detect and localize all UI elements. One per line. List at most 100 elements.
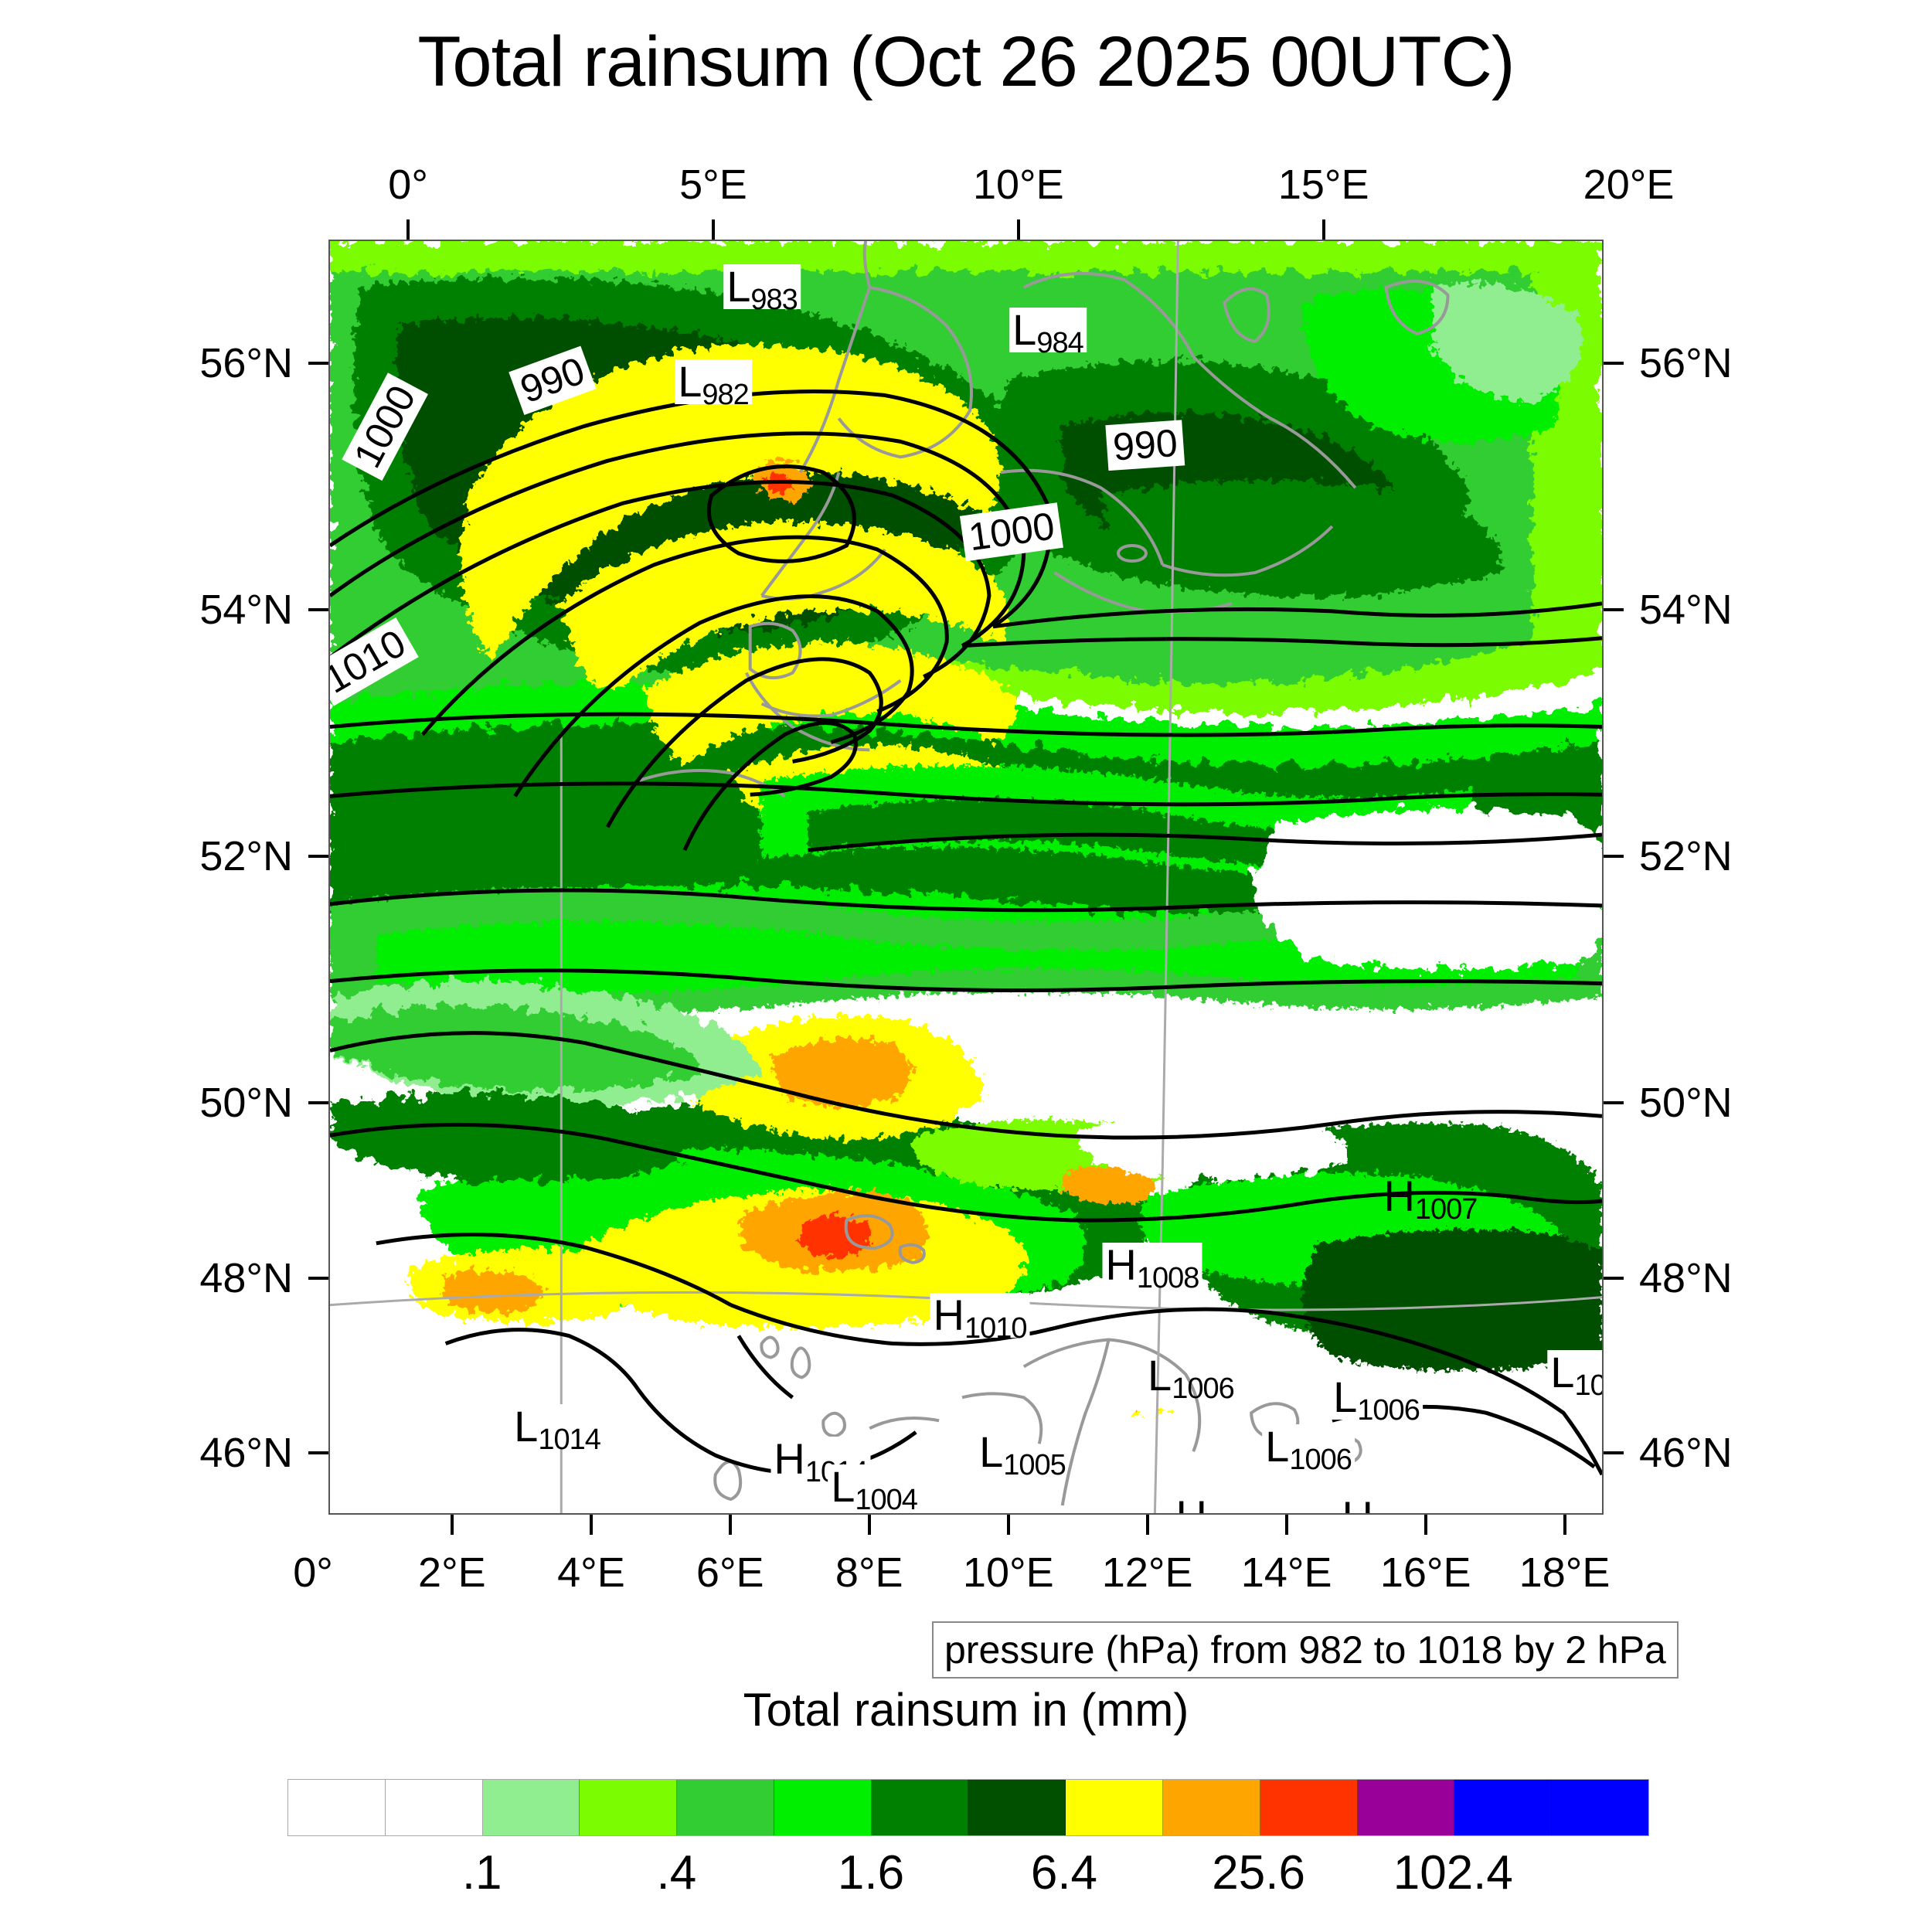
pressure-marker-type: L xyxy=(1550,1348,1575,1397)
pressure-marker-l-1006-11: L1006 xyxy=(1262,1424,1355,1475)
tick-label-left-3: 50°N xyxy=(199,1079,293,1126)
pressure-marker-l-1006-7: L1006 xyxy=(1330,1372,1423,1425)
tick-mark-left-4 xyxy=(308,1276,328,1280)
colorbar-tick-1: .4 xyxy=(656,1846,697,1900)
tick-label-right-2: 52°N xyxy=(1639,832,1733,879)
colorbar-segment-1[interactable] xyxy=(385,1780,483,1835)
tick-mark-right-0 xyxy=(1604,362,1624,366)
tick-mark-left-5 xyxy=(308,1451,328,1454)
tick-label-right-4: 48°N xyxy=(1639,1254,1733,1301)
tick-label-bottom-2: 4°E xyxy=(557,1549,625,1596)
colorbar-tick-0: .1 xyxy=(461,1846,502,1900)
pressure-marker-h-1007-14: H1007 xyxy=(1173,1494,1273,1515)
pressure-marker-h-1008-15: H1008 xyxy=(1338,1495,1438,1513)
tick-mark-left-1 xyxy=(308,607,328,611)
tick-label-top-2: 10°E xyxy=(972,162,1064,208)
pressure-marker-value: 1005 xyxy=(1003,1449,1066,1481)
colorbar-segment-12[interactable] xyxy=(1454,1780,1553,1835)
colorbar-segment-2[interactable] xyxy=(482,1780,580,1835)
pressure-marker-type: L xyxy=(831,1462,855,1512)
colorbar-tick-2: 1.6 xyxy=(837,1846,905,1900)
tick-mark-top-1 xyxy=(711,219,715,240)
tick-mark-left-2 xyxy=(308,854,328,858)
pressure-marker-type: H xyxy=(933,1290,964,1339)
map-plot-area[interactable]: L983 L984 L982 H1007 H1008 H1010 L1006 L1006 L10… xyxy=(328,240,1604,1515)
colorbar-segment-11[interactable] xyxy=(1357,1780,1455,1835)
tick-mark-top-0 xyxy=(406,219,410,240)
colorbar-segment-3[interactable] xyxy=(580,1780,678,1835)
pressure-marker-value: 1010 xyxy=(964,1311,1028,1345)
tick-label-left-0: 56°N xyxy=(199,340,293,387)
tick-label-right-3: 50°N xyxy=(1639,1079,1733,1126)
tick-mark-bottom-6 xyxy=(1145,1515,1149,1535)
tick-mark-right-5 xyxy=(1604,1451,1624,1454)
tick-mark-top-3 xyxy=(1321,219,1325,240)
colorbar-segment-0[interactable] xyxy=(288,1780,386,1835)
pressure-marker-l-1006-6: L1006 xyxy=(1145,1351,1237,1404)
tick-mark-bottom-9 xyxy=(1563,1515,1566,1535)
pressure-marker-h-1007-3: H1007 xyxy=(1380,1172,1480,1225)
tick-label-top-3: 15°E xyxy=(1277,162,1369,208)
tick-mark-bottom-2 xyxy=(589,1515,593,1535)
pressure-marker-value: 1014 xyxy=(538,1423,601,1456)
pressure-marker-value: 1007 xyxy=(1207,1513,1270,1515)
tick-mark-bottom-5 xyxy=(1006,1515,1010,1535)
pressure-marker-type: L xyxy=(726,262,751,311)
colorbar-segment-6[interactable] xyxy=(871,1780,969,1835)
pressure-marker-type: L xyxy=(1333,1372,1358,1422)
tick-label-top-1: 5°E xyxy=(679,162,747,208)
colorbar[interactable] xyxy=(287,1779,1649,1836)
pressure-marker-type: L xyxy=(1148,1351,1172,1400)
page-title: Total rainsum (Oct 26 2025 00UTC) xyxy=(417,22,1515,101)
tick-label-bottom-6: 12°E xyxy=(1101,1549,1193,1596)
pressure-marker-type: L xyxy=(979,1427,1004,1476)
tick-mark-left-3 xyxy=(308,1100,328,1104)
tick-mark-right-1 xyxy=(1604,607,1624,611)
contour-label-990-2: 990 xyxy=(1105,420,1185,471)
colorbar-tick-3: 6.4 xyxy=(1030,1846,1098,1900)
colorbar-segment-10[interactable] xyxy=(1260,1780,1358,1835)
pressure-marker-type: H xyxy=(1105,1240,1137,1289)
pressure-marker-value: 984 xyxy=(1036,327,1083,359)
tick-mark-right-3 xyxy=(1604,1100,1624,1104)
pressure-marker-value: 982 xyxy=(702,378,749,411)
tick-label-bottom-1: 2°E xyxy=(418,1549,486,1596)
tick-label-bottom-0: 0° xyxy=(293,1549,333,1596)
pressure-marker-h-1008-4: H1008 xyxy=(1102,1240,1202,1293)
tick-label-left-1: 54°N xyxy=(199,586,293,633)
tick-label-right-5: 46°N xyxy=(1639,1429,1733,1476)
tick-label-left-2: 52°N xyxy=(199,832,293,879)
pressure-marker-type: H xyxy=(774,1434,805,1484)
tick-label-top-0: 0° xyxy=(388,162,428,208)
tick-label-bottom-7: 14°E xyxy=(1240,1549,1332,1596)
tick-mark-left-0 xyxy=(308,362,328,366)
pressure-marker-value: 1004 xyxy=(855,1484,918,1515)
colorbar-segment-4[interactable] xyxy=(677,1780,774,1835)
colorbar-segment-5[interactable] xyxy=(774,1780,872,1835)
colorbar-segment-8[interactable] xyxy=(1066,1780,1164,1835)
pressure-marker-value: 1007 xyxy=(1414,1193,1478,1226)
tick-mark-bottom-4 xyxy=(867,1515,871,1535)
colorbar-segment-9[interactable] xyxy=(1163,1780,1260,1835)
pressure-marker-type: L xyxy=(514,1402,539,1451)
colorbar-segment-13[interactable] xyxy=(1552,1780,1648,1835)
pressure-marker-value: 10 xyxy=(1574,1369,1604,1403)
pressure-marker-type: H xyxy=(1383,1172,1415,1220)
pressure-marker-type: L xyxy=(1012,305,1037,354)
tick-label-bottom-8: 16°E xyxy=(1379,1549,1471,1596)
pressure-marker-l-10-8: L10 xyxy=(1547,1348,1602,1400)
tick-label-left-5: 46°N xyxy=(199,1429,293,1476)
tick-label-bottom-9: 18°E xyxy=(1519,1549,1611,1596)
colorbar-segment-7[interactable] xyxy=(968,1780,1066,1835)
pressure-marker-l-1005-10: L1005 xyxy=(976,1427,1069,1481)
tick-mark-bottom-7 xyxy=(1284,1515,1288,1535)
pressure-marker-value: 1006 xyxy=(1357,1394,1420,1427)
pressure-marker-h-1010-5: H1010 xyxy=(930,1290,1030,1343)
colorbar-tick-4: 25.6 xyxy=(1212,1846,1305,1900)
pressure-marker-value: 983 xyxy=(750,284,798,317)
tick-mark-right-4 xyxy=(1604,1276,1624,1280)
tick-label-top-4: 20°E xyxy=(1583,162,1675,208)
tick-label-bottom-3: 6°E xyxy=(696,1549,764,1596)
colorbar-tick-labels: .1 .4 1.6 6.4 25.6 102.4 xyxy=(287,1845,1648,1915)
pressure-marker-l-1014-9: L1014 xyxy=(511,1402,604,1454)
